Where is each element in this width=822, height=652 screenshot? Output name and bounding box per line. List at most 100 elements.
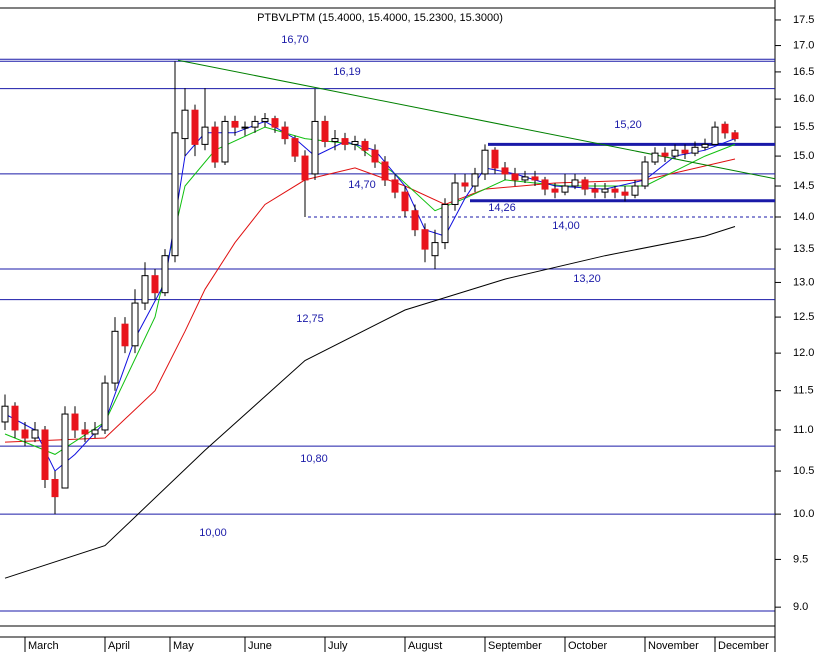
y-tick-label: 16.5 — [793, 66, 814, 78]
level-label: 14,26 — [488, 202, 516, 214]
candle-body — [471, 173, 479, 187]
month-label: April — [108, 640, 130, 652]
y-tick-label: 9.5 — [793, 553, 808, 565]
level-label: 10,00 — [199, 527, 227, 539]
y-tick-label: 9.0 — [793, 601, 808, 613]
candle-body — [591, 188, 599, 193]
candle-body — [231, 120, 239, 128]
y-tick-label: 13.5 — [793, 243, 814, 255]
level-label: 14,00 — [552, 220, 580, 232]
candle-body — [721, 123, 729, 134]
candle-body — [141, 275, 149, 304]
candle-body — [171, 132, 179, 257]
candle-body — [281, 126, 289, 140]
candle-body — [671, 149, 679, 157]
candle-body — [501, 167, 509, 175]
y-tick-label: 17.0 — [793, 39, 814, 51]
candle-body — [731, 132, 739, 140]
y-tick-label: 14.5 — [793, 180, 814, 192]
candle-body — [491, 149, 499, 169]
y-tick-label: 12.0 — [793, 347, 814, 359]
y-tick-label: 13.0 — [793, 276, 814, 288]
candle-body — [311, 120, 319, 175]
y-tick-label: 16.0 — [793, 93, 814, 105]
candle-body — [301, 155, 309, 181]
candle-body — [391, 179, 399, 193]
candle-body — [621, 191, 629, 196]
month-label: September — [488, 640, 542, 652]
candle-body — [71, 413, 79, 431]
candle-body — [421, 229, 429, 250]
level-label: 13,20 — [573, 273, 601, 285]
candle-body — [581, 179, 589, 190]
candle-body — [701, 143, 709, 148]
chart-title: PTBVLPTM (15.4000, 15.4000, 15.2300, 15.… — [257, 12, 503, 24]
candle-body — [251, 120, 259, 128]
candle-body — [361, 140, 369, 151]
candle-body — [431, 242, 439, 257]
candle-body — [91, 429, 99, 435]
candle-body — [371, 149, 379, 163]
candle-body — [551, 188, 559, 193]
candle-body — [181, 109, 189, 140]
candle-body — [541, 179, 549, 190]
y-tick-label: 10.0 — [793, 508, 814, 520]
candle-body — [651, 152, 659, 163]
candle-body — [341, 138, 349, 145]
candle-body — [81, 429, 89, 435]
level-label: 15,20 — [614, 119, 642, 131]
level-label: 12,75 — [296, 313, 324, 325]
candle-body — [441, 203, 449, 244]
candle-body — [31, 429, 39, 439]
candle-body — [531, 176, 539, 181]
candle-body — [241, 126, 249, 129]
candle-body — [411, 210, 419, 231]
candle-body — [661, 152, 669, 157]
level-label: 14,70 — [348, 179, 376, 191]
candle-body — [221, 120, 229, 163]
candle-body — [121, 323, 129, 347]
candle-body — [1, 405, 9, 423]
candle-body — [511, 173, 519, 181]
candle-body — [151, 275, 159, 294]
y-tick-label: 17.5 — [793, 14, 814, 26]
candle-body — [321, 120, 329, 142]
candle-body — [401, 191, 409, 212]
y-tick-label: 15.0 — [793, 150, 814, 162]
candle-body — [381, 161, 389, 181]
candle-body — [111, 330, 119, 384]
moving-average — [4, 226, 736, 579]
candle-body — [201, 126, 209, 145]
candle-body — [611, 188, 619, 193]
candle-body — [571, 179, 579, 187]
candle-body — [61, 413, 69, 489]
candle-body — [101, 382, 109, 431]
candle-body — [291, 138, 299, 157]
month-label: November — [648, 640, 699, 652]
candle-body — [691, 146, 699, 154]
level-label: 16,19 — [333, 66, 361, 78]
y-tick-label: 10.5 — [793, 465, 814, 477]
candle-body — [131, 302, 139, 347]
candle-body — [271, 118, 279, 128]
candle-body — [161, 255, 169, 294]
y-tick-label: 14.0 — [793, 211, 814, 223]
candle-body — [561, 185, 569, 193]
candle-body — [681, 149, 689, 154]
level-label: 10,80 — [300, 453, 328, 465]
y-tick-label: 11.0 — [793, 424, 814, 436]
candle-body — [351, 140, 359, 145]
candle-body — [21, 429, 29, 439]
level-label: 16,70 — [281, 34, 309, 46]
month-label: October — [568, 640, 607, 652]
month-label: August — [408, 640, 442, 652]
month-label: March — [28, 640, 59, 652]
candle-body — [521, 176, 529, 181]
candle-body — [191, 109, 199, 145]
candle-body — [641, 161, 649, 187]
y-tick-label: 15.5 — [793, 121, 814, 133]
candle-body — [261, 118, 269, 122]
candle-body — [331, 138, 339, 142]
